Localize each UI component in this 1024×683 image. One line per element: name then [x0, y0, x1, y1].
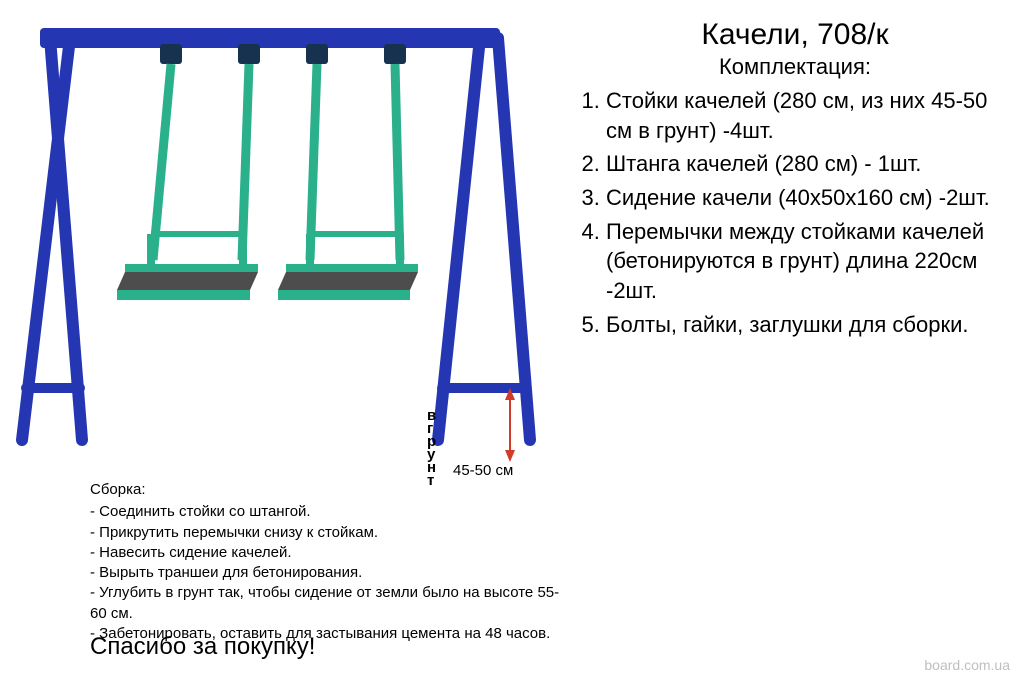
assembly-block: Сборка: - Соединить стойки со штангой. -…	[90, 480, 560, 644]
assembly-line: - Вырыть траншеи для бетонирования.	[90, 563, 560, 583]
spec-item: Перемычки между стойками качелей (бетони…	[606, 217, 1010, 306]
product-title: Качели, 708/к	[580, 18, 1010, 52]
swing-diagram	[10, 10, 570, 480]
spec-list: Стойки качелей (280 см, из них 45-50 см …	[580, 86, 1010, 340]
spec-column: Качели, 708/к Комплектация: Стойки качел…	[580, 18, 1010, 344]
assembly-header: Сборка:	[90, 480, 560, 500]
spec-item: Сидение качели (40х50х160 см) -2шт.	[606, 183, 1010, 213]
grunt-label: в г р у н т	[427, 409, 436, 487]
spec-item: Болты, гайки, заглушки для сборки.	[606, 310, 1010, 340]
depth-dimension: 45-50 см	[453, 462, 513, 479]
swing-svg	[10, 10, 570, 480]
assembly-line: - Навесить сидение качелей.	[90, 543, 560, 563]
spec-item: Стойки качелей (280 см, из них 45-50 см …	[606, 86, 1010, 145]
watermark: board.com.ua	[924, 657, 1010, 673]
assembly-line: - Углубить в грунт так, чтобы сидение от…	[90, 583, 560, 624]
assembly-line: - Соединить стойки со штангой.	[90, 502, 560, 522]
spec-item: Штанга качелей (280 см) - 1шт.	[606, 149, 1010, 179]
spec-subtitle: Комплектация:	[580, 54, 1010, 80]
thanks-text: Спасибо за покупку!	[90, 633, 315, 661]
assembly-line: - Прикрутить перемычки снизу к стойкам.	[90, 523, 560, 543]
